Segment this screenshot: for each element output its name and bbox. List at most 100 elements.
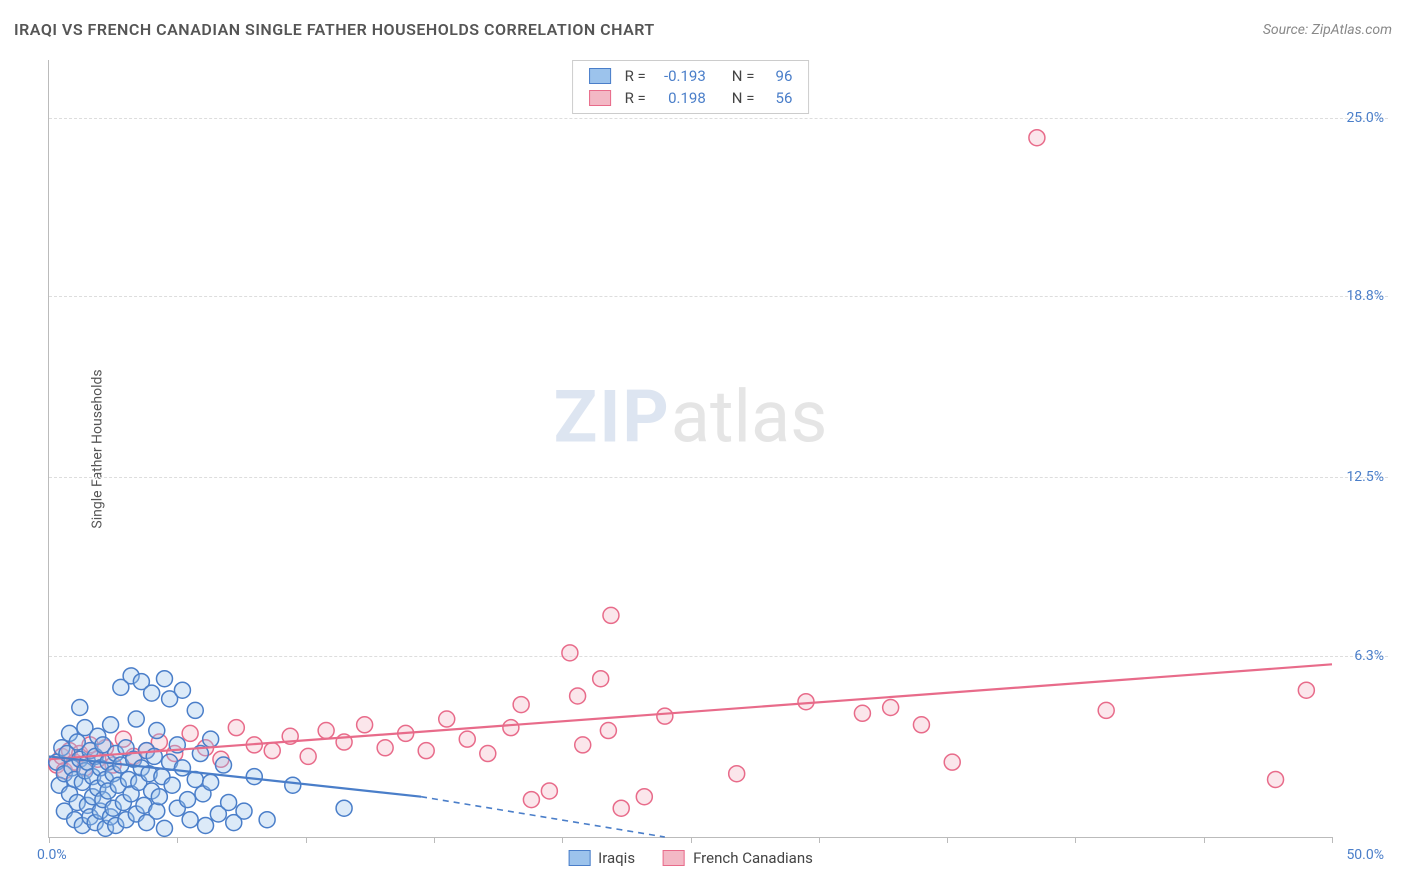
data-point (203, 731, 219, 747)
x-tick (947, 837, 948, 843)
data-point (264, 743, 280, 759)
legend-stat-row: R = -0.193 N = 96 (589, 65, 793, 87)
legend-label: Iraqis (598, 849, 635, 867)
y-tick-label: 12.5% (1346, 469, 1384, 485)
r-label: R = (625, 67, 646, 85)
data-point (944, 754, 960, 770)
data-point (883, 700, 899, 716)
data-point (236, 803, 252, 819)
data-point (570, 688, 586, 704)
x-tick (49, 837, 50, 843)
data-point (523, 792, 539, 808)
x-tick (562, 837, 563, 843)
data-point (636, 789, 652, 805)
data-point (459, 731, 475, 747)
x-axis-min-label: 0.0% (37, 847, 67, 863)
legend-stats: R = -0.193 N = 96 R = 0.198 N = 56 (572, 60, 810, 114)
r-value: -0.193 (654, 67, 706, 85)
data-point (377, 740, 393, 756)
plot-region: ZIPatlas 6.3%12.5%18.8%25.0% 0.0% 50.0% … (48, 60, 1332, 838)
data-point (144, 685, 160, 701)
legend-item: Iraqis (568, 849, 635, 867)
legend-label: French Canadians (693, 849, 813, 867)
data-point (259, 812, 275, 828)
data-point (1298, 682, 1314, 698)
trend-line (49, 664, 1332, 759)
r-value: 0.198 (654, 89, 706, 107)
data-point (182, 812, 198, 828)
data-point (221, 794, 237, 810)
data-point (541, 783, 557, 799)
data-point (174, 682, 190, 698)
x-tick (1332, 837, 1333, 843)
data-point (300, 748, 316, 764)
data-point (72, 700, 88, 716)
data-point (198, 817, 214, 833)
trend-line (421, 797, 665, 837)
chart-area: Single Father Households ZIPatlas 6.3%12… (48, 60, 1388, 838)
data-point (164, 777, 180, 793)
data-point (593, 671, 609, 687)
x-tick (177, 837, 178, 843)
legend-swatch (589, 68, 611, 84)
data-point (439, 711, 455, 727)
legend-item: French Canadians (663, 849, 813, 867)
data-point (913, 717, 929, 733)
x-tick (819, 837, 820, 843)
data-point (149, 723, 165, 739)
x-axis-max-label: 50.0% (1346, 847, 1384, 863)
data-point (575, 737, 591, 753)
x-tick (1204, 837, 1205, 843)
data-point (603, 607, 619, 623)
data-point (187, 702, 203, 718)
n-label: N = (732, 89, 755, 107)
data-point (215, 757, 231, 773)
r-label: R = (625, 89, 646, 107)
data-point (318, 723, 334, 739)
data-point (729, 766, 745, 782)
legend-swatch (568, 850, 590, 866)
data-point (1029, 130, 1045, 146)
data-point (562, 645, 578, 661)
n-label: N = (732, 67, 755, 85)
n-value: 96 (762, 67, 792, 85)
legend-stat-row: R = 0.198 N = 56 (589, 87, 793, 109)
data-point (1098, 702, 1114, 718)
data-point (203, 774, 219, 790)
data-point (156, 671, 172, 687)
data-point (657, 708, 673, 724)
data-point (182, 725, 198, 741)
title-bar: IRAQI VS FRENCH CANADIAN SINGLE FATHER H… (14, 20, 1392, 39)
data-point (600, 723, 616, 739)
data-point (128, 711, 144, 727)
y-tick-label: 6.3% (1354, 648, 1384, 664)
n-value: 56 (762, 89, 792, 107)
x-tick (434, 837, 435, 843)
data-point (418, 743, 434, 759)
data-point (151, 789, 167, 805)
y-tick-label: 25.0% (1346, 110, 1384, 126)
data-point (854, 705, 870, 721)
data-point (336, 800, 352, 816)
legend-series: Iraqis French Canadians (568, 849, 813, 867)
legend-swatch (589, 90, 611, 106)
legend-swatch (663, 850, 685, 866)
data-point (180, 792, 196, 808)
data-point (103, 717, 119, 733)
data-point (613, 800, 629, 816)
scatter-svg (49, 60, 1332, 837)
data-point (149, 803, 165, 819)
data-point (513, 697, 529, 713)
data-point (246, 769, 262, 785)
y-tick-label: 18.8% (1346, 288, 1384, 304)
data-point (503, 720, 519, 736)
x-tick (1075, 837, 1076, 843)
chart-title: IRAQI VS FRENCH CANADIAN SINGLE FATHER H… (14, 20, 655, 39)
data-point (1268, 771, 1284, 787)
data-point (156, 820, 172, 836)
source-label: Source: ZipAtlas.com (1263, 22, 1392, 38)
data-point (480, 746, 496, 762)
data-point (285, 777, 301, 793)
x-tick (306, 837, 307, 843)
data-point (228, 720, 244, 736)
